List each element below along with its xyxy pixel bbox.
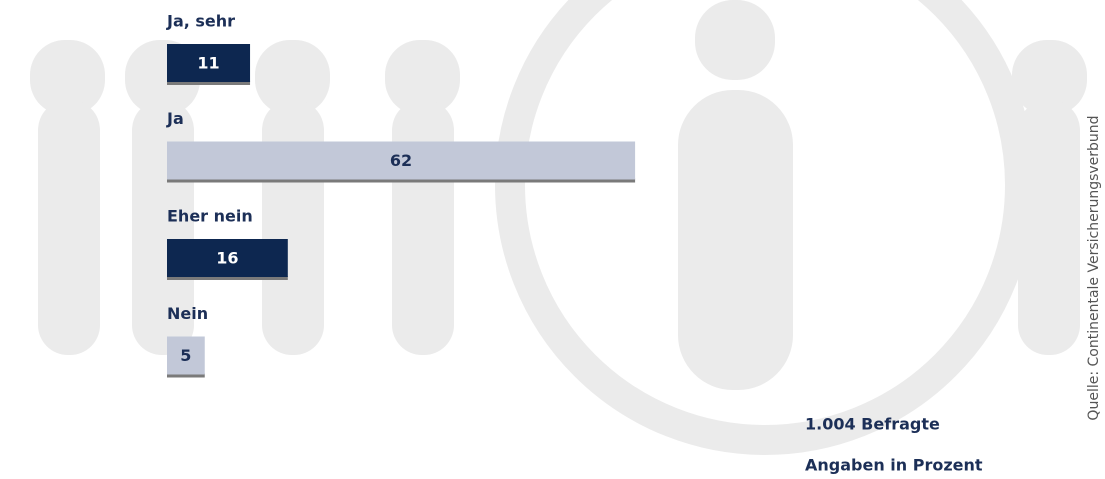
category-label: Eher nein <box>167 207 253 226</box>
bar <box>167 239 288 277</box>
bar <box>167 141 636 180</box>
bar-shadow <box>167 373 205 378</box>
source: Quelle: Continentale Versicherungsverbun… <box>1086 115 1102 420</box>
bar-shadow <box>167 178 636 183</box>
bar-shadow <box>167 81 251 85</box>
value-label: 5 <box>180 346 191 365</box>
note: Angaben in Prozent <box>805 456 983 475</box>
category-label: Ja <box>166 109 184 128</box>
bar <box>167 336 205 375</box>
category-label: Ja, sehr <box>166 12 235 31</box>
value-label: 11 <box>197 54 219 73</box>
value-label: 16 <box>216 249 238 268</box>
category-label: Nein <box>167 304 208 323</box>
bar-shadow <box>167 276 288 280</box>
value-label: 62 <box>390 151 412 170</box>
bar <box>167 44 251 82</box>
note: 1.004 Befragte <box>805 415 940 434</box>
